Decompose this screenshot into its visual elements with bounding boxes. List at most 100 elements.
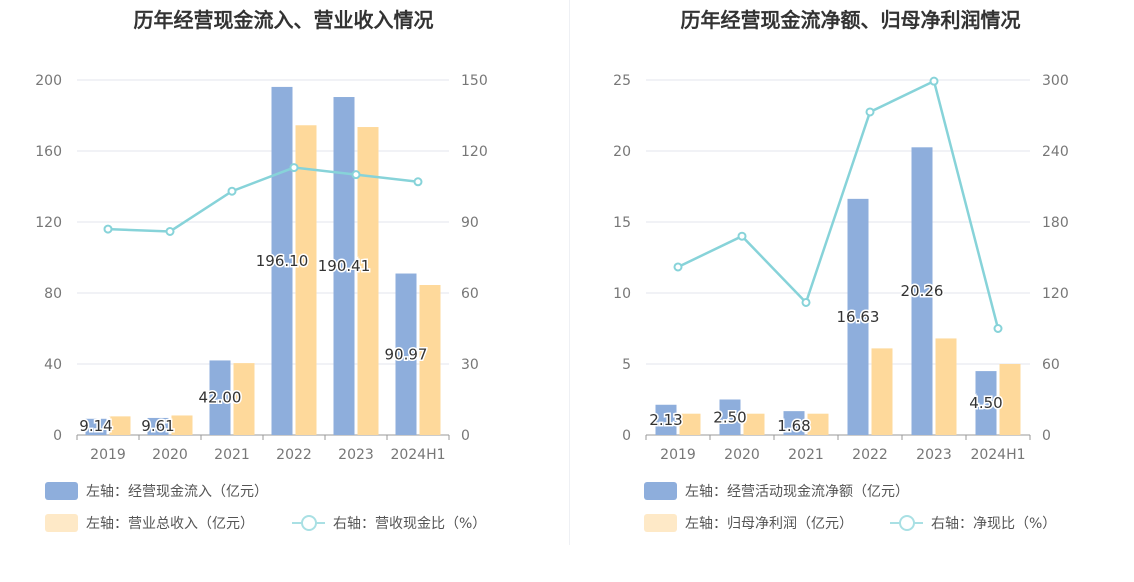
left-axis-tick-label: 200 xyxy=(35,73,62,89)
left-axis-tick-label: 160 xyxy=(35,144,62,160)
bar-secondary xyxy=(419,285,441,435)
bar-secondary xyxy=(807,413,829,435)
chart-title: 历年经营现金流净额、归母净利润情况 xyxy=(680,8,1021,32)
left-axis-tick-label: 25 xyxy=(613,73,631,89)
right-axis-tick-label: 120 xyxy=(1042,286,1069,302)
bar-secondary xyxy=(171,415,193,435)
left-axis-tick-label: 15 xyxy=(613,215,631,231)
legend-line-swatch xyxy=(890,514,923,532)
bar-data-label: 196.10 xyxy=(256,252,309,270)
ratio-point xyxy=(413,177,423,187)
left-axis-tick-label: 80 xyxy=(44,286,62,302)
x-axis-tick-label: 2020 xyxy=(152,447,188,463)
bar-primary xyxy=(719,399,741,435)
bar-data-label: 2.13 xyxy=(649,411,682,429)
right-axis-tick-label: 240 xyxy=(1042,144,1069,160)
bar-primary xyxy=(395,273,417,435)
chart-title: 历年经营现金流入、营业收入情况 xyxy=(133,8,434,32)
x-axis-tick-label: 2023 xyxy=(916,447,952,463)
bar-primary xyxy=(655,404,677,435)
x-axis-tick-label: 2019 xyxy=(90,447,126,463)
bar-secondary xyxy=(357,127,379,435)
left-axis-tick-label: 0 xyxy=(622,428,631,444)
legend-label: 左轴：营业总收入（亿元） xyxy=(86,516,254,532)
left-axis-tick-label: 20 xyxy=(613,144,631,160)
legend-swatch xyxy=(644,482,677,500)
bar-secondary xyxy=(109,416,131,435)
panel-divider xyxy=(569,0,570,545)
legend-swatch xyxy=(45,514,78,532)
bar-secondary xyxy=(295,125,317,435)
bar-primary xyxy=(147,417,169,435)
bar-data-label: 9.14 xyxy=(79,417,112,435)
bar-data-label: 190.41 xyxy=(318,257,371,275)
bar-secondary xyxy=(871,348,893,435)
x-axis-tick-label: 2024H1 xyxy=(970,447,1025,463)
left-axis-tick-label: 0 xyxy=(53,428,62,444)
legend-item[interactable]: 左轴：营业总收入（亿元） xyxy=(45,513,254,533)
legend-label: 右轴：净现比（%） xyxy=(931,516,1057,532)
bar-secondary xyxy=(743,413,765,435)
legend-label: 左轴：经营活动现金流净额（亿元） xyxy=(685,484,909,500)
legend-swatch xyxy=(644,514,677,532)
x-axis-tick-label: 2023 xyxy=(338,447,374,463)
x-axis-tick-label: 2021 xyxy=(214,447,250,463)
bar-data-label: 90.97 xyxy=(385,345,428,363)
bar-primary xyxy=(333,97,355,435)
bar-secondary xyxy=(679,413,701,435)
right-axis-tick-label: 90 xyxy=(461,215,479,231)
bar-secondary xyxy=(999,364,1021,435)
left-axis-tick-label: 120 xyxy=(35,215,62,231)
left-axis-tick-label: 10 xyxy=(613,286,631,302)
legend-swatch xyxy=(45,482,78,500)
bar-primary xyxy=(209,360,231,435)
right-axis-tick-label: 120 xyxy=(461,144,488,160)
ratio-point xyxy=(801,297,811,307)
bar-data-label: 42.00 xyxy=(199,389,242,407)
bar-secondary xyxy=(935,338,957,435)
chart-svg: 0 40 80 120 160 200 0 30 60 90 120 150 2019 2020 2021 2… xyxy=(35,73,488,463)
ratio-point xyxy=(737,231,747,241)
legend-item[interactable]: 左轴：归母净利润（亿元） xyxy=(644,513,853,533)
ratio-line xyxy=(107,166,419,233)
right-axis-tick-label: 150 xyxy=(461,73,488,89)
x-axis-tick-label: 2022 xyxy=(276,447,312,463)
left-axis-tick-label: 5 xyxy=(622,357,631,373)
legend-item[interactable]: 右轴：净现比（%） xyxy=(890,513,1056,533)
left-axis-tick-label: 40 xyxy=(44,357,62,373)
bar-primary xyxy=(85,418,107,435)
x-axis-tick-label: 2021 xyxy=(788,447,824,463)
right-axis-tick-label: 60 xyxy=(1042,357,1060,373)
legend-item[interactable]: 左轴：经营现金流入（亿元） xyxy=(45,481,268,501)
ratio-point xyxy=(929,76,939,86)
ratio-line xyxy=(677,79,1000,329)
bar-primary xyxy=(783,411,805,435)
x-axis-tick-label: 2024H1 xyxy=(390,447,445,463)
bar-data-label: 4.50 xyxy=(969,394,1002,412)
bar-secondary xyxy=(233,363,255,435)
right-axis-tick-label: 30 xyxy=(461,357,479,373)
right-axis-tick-label: 300 xyxy=(1042,73,1069,89)
legend-label: 左轴：归母净利润（亿元） xyxy=(685,516,853,532)
right-axis-tick-label: 0 xyxy=(1042,428,1051,444)
legend-label: 左轴：经营现金流入（亿元） xyxy=(86,484,268,500)
bar-data-label: 9.61 xyxy=(141,417,174,435)
ratio-point xyxy=(165,226,175,236)
right-chart-panel: 历年经营现金流净额、归母净利润情况 0 5 10 15 20 25 0 60 120 180 240… xyxy=(567,0,1134,582)
legend-label: 右轴：营收现金比（%） xyxy=(333,516,487,532)
legend-item[interactable]: 左轴：经营活动现金流净额（亿元） xyxy=(644,481,909,501)
ratio-point xyxy=(993,324,1003,333)
bar-data-label: 20.26 xyxy=(901,282,944,300)
ratio-point xyxy=(351,170,361,180)
ratio-point xyxy=(289,163,299,173)
right-axis-tick-label: 180 xyxy=(1042,215,1069,231)
bar-data-label: 2.50 xyxy=(713,408,746,426)
legend-item[interactable]: 右轴：营收现金比（%） xyxy=(292,513,486,533)
chart-svg: 0 5 10 15 20 25 0 60 120 180 240 300 2019 2020 2021 202… xyxy=(613,73,1069,463)
legend-line-swatch xyxy=(292,514,325,532)
x-axis-tick-label: 2020 xyxy=(724,447,760,463)
ratio-point xyxy=(227,186,237,196)
right-axis-tick-label: 60 xyxy=(461,286,479,302)
x-axis-tick-label: 2022 xyxy=(852,447,888,463)
right-axis-tick-label: 0 xyxy=(461,428,470,444)
